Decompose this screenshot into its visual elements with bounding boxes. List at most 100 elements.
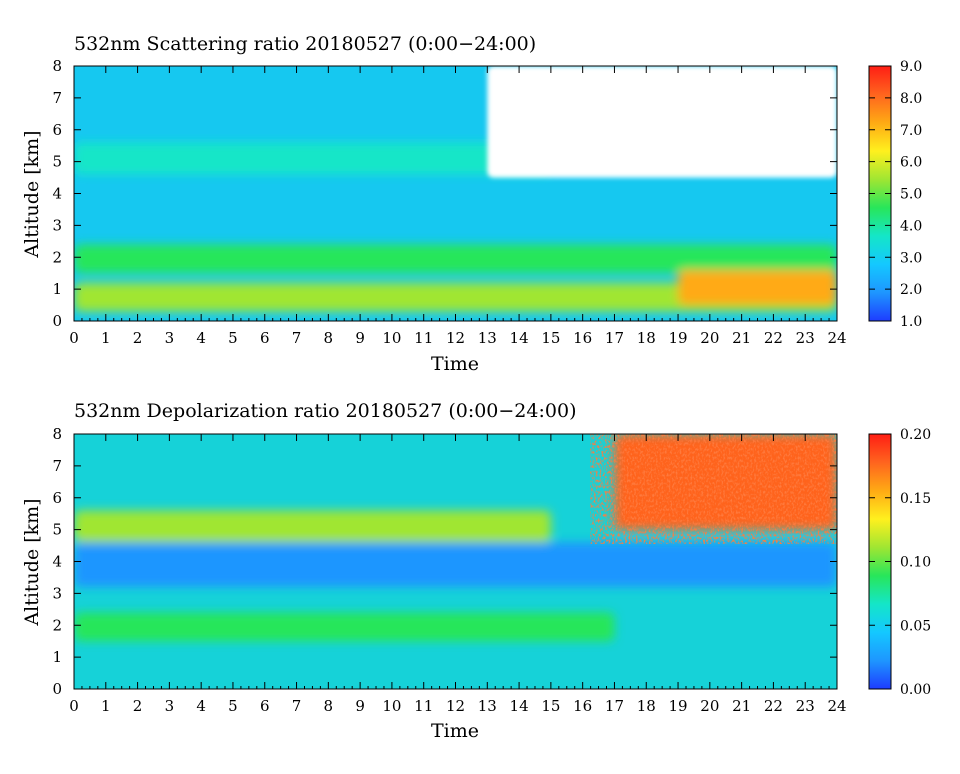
- x-tick-label: 22: [764, 697, 783, 715]
- heatmap-feature: [74, 612, 615, 642]
- y-tick-label: 0: [52, 680, 62, 698]
- x-tick-label: 18: [637, 329, 656, 347]
- scattering-ratio-panel: 532nm Scattering ratio 20180527 (0:00−24…: [21, 33, 922, 375]
- colorbar-tick-label: 3.0: [900, 250, 922, 266]
- colorbar: 1.0 2.0 3.0 4.0 5.0 6.0 7.0 8.0 9.0: [868, 59, 922, 330]
- x-tick-label: 1: [101, 697, 111, 715]
- x-tick-label: 13: [478, 329, 497, 347]
- x-tick-label: 9: [355, 329, 365, 347]
- colorbar-tick-label: 4.0: [900, 218, 922, 234]
- x-tick-label: 14: [510, 697, 529, 715]
- x-axis: 0 1 2 3 4 5 6 7 8 9 10 11 12 13 14 15 16 17 18 19 20 21 22 23 24: [69, 66, 847, 347]
- x-tick-label: 20: [700, 697, 719, 715]
- y-tick-label: 3: [52, 216, 62, 234]
- heatmap-feature: [74, 542, 837, 587]
- x-tick-label: 4: [196, 697, 206, 715]
- x-tick-label: 1: [101, 329, 111, 347]
- x-axis: 0 1 2 3 4 5 6 7 8 9 10 11 12 13 14 15 16 17 18 19 20 21 22 23 24: [69, 434, 847, 715]
- x-tick-label: 6: [260, 329, 270, 347]
- colorbar-tick-label: 2.0: [900, 282, 922, 298]
- colorbar: 0.00 0.05 0.10 0.15 0.20: [868, 427, 931, 698]
- x-tick-label: 7: [292, 697, 302, 715]
- y-tick-label: 5: [52, 153, 62, 171]
- x-tick-label: 3: [165, 329, 175, 347]
- y-tick-label: 8: [52, 57, 62, 75]
- x-tick-label: 18: [637, 697, 656, 715]
- y-tick-label: 2: [52, 248, 62, 266]
- x-tick-label: 11: [414, 329, 433, 347]
- x-tick-label: 5: [228, 329, 238, 347]
- colorbar-tick-label: 9.0: [900, 59, 922, 75]
- x-tick-label: 22: [764, 329, 783, 347]
- y-tick-label: 3: [52, 584, 62, 602]
- y-tick-label: 6: [52, 489, 62, 507]
- heatmap-feature: [487, 66, 837, 178]
- x-tick-label: 5: [228, 697, 238, 715]
- x-tick-label: 17: [605, 697, 624, 715]
- x-tick-label: 10: [382, 329, 401, 347]
- y-tick-label: 7: [52, 457, 62, 475]
- x-tick-label: 9: [355, 697, 365, 715]
- x-tick-label: 8: [324, 329, 334, 347]
- x-tick-label: 19: [668, 329, 687, 347]
- y-tick-label: 8: [52, 425, 62, 443]
- colorbar-tick-label: 7.0: [900, 123, 922, 139]
- y-axis-label: Altitude [km]: [21, 498, 43, 626]
- colorbar-tick-label: 6.0: [900, 155, 922, 171]
- colorbar-tick-label: 0.10: [900, 555, 931, 571]
- x-tick-label: 0: [69, 697, 79, 715]
- x-tick-label: 12: [446, 697, 465, 715]
- colorbar-tick-label: 0.05: [900, 618, 931, 634]
- y-tick-label: 0: [52, 312, 62, 330]
- x-tick-label: 4: [196, 329, 206, 347]
- x-tick-label: 12: [446, 329, 465, 347]
- y-tick-label: 4: [52, 553, 62, 571]
- depolarization-ratio-panel: 532nm Depolarization ratio 20180527 (0:0…: [21, 400, 931, 742]
- x-tick-label: 14: [510, 329, 529, 347]
- x-tick-label: 8: [324, 697, 334, 715]
- chart-title: 532nm Depolarization ratio 20180527 (0:0…: [74, 400, 576, 422]
- x-tick-label: 17: [605, 329, 624, 347]
- x-tick-label: 15: [541, 697, 560, 715]
- chart-title: 532nm Scattering ratio 20180527 (0:00−24…: [74, 33, 536, 55]
- y-tick-label: 4: [52, 185, 62, 203]
- heatmap-feature: [74, 142, 551, 175]
- x-tick-label: 24: [827, 329, 846, 347]
- y-tick-label: 1: [52, 648, 62, 666]
- x-tick-label: 16: [573, 697, 592, 715]
- x-tick-label: 7: [292, 329, 302, 347]
- x-axis-label: Time: [431, 720, 479, 742]
- y-axis: 0 1 2 3 4 5 6 7 8: [52, 57, 837, 330]
- x-tick-label: 15: [541, 329, 560, 347]
- colorbar-tick-label: 0.00: [900, 682, 931, 698]
- x-tick-label: 23: [796, 697, 815, 715]
- heatmap-feature: [74, 510, 551, 543]
- y-tick-label: 1: [52, 280, 62, 298]
- x-tick-label: 0: [69, 329, 79, 347]
- y-axis: 0 1 2 3 4 5 6 7 8: [52, 425, 837, 698]
- x-tick-label: 23: [796, 329, 815, 347]
- y-tick-label: 5: [52, 521, 62, 539]
- x-tick-label: 21: [732, 697, 751, 715]
- heatmap-feature: [74, 282, 837, 312]
- colorbar-tick-label: 8.0: [900, 91, 922, 107]
- x-tick-label: 2: [133, 329, 143, 347]
- colorbar-tick-label: 0.20: [900, 427, 931, 443]
- x-tick-label: 13: [478, 697, 497, 715]
- y-tick-label: 6: [52, 121, 62, 139]
- colorbar-tick-label: 5.0: [900, 187, 922, 203]
- heatmap-area: [74, 434, 837, 689]
- x-axis-label: Time: [431, 353, 479, 375]
- heatmap-area: [74, 66, 837, 321]
- x-tick-label: 3: [165, 697, 175, 715]
- x-tick-label: 2: [133, 697, 143, 715]
- x-tick-label: 19: [668, 697, 687, 715]
- y-tick-label: 7: [52, 89, 62, 107]
- colorbar-tick-label: 1.0: [900, 314, 922, 330]
- colorbar-tick-label: 0.15: [900, 491, 931, 507]
- heatmap-feature: [678, 270, 837, 306]
- y-tick-label: 2: [52, 616, 62, 634]
- x-tick-label: 20: [700, 329, 719, 347]
- x-tick-label: 16: [573, 329, 592, 347]
